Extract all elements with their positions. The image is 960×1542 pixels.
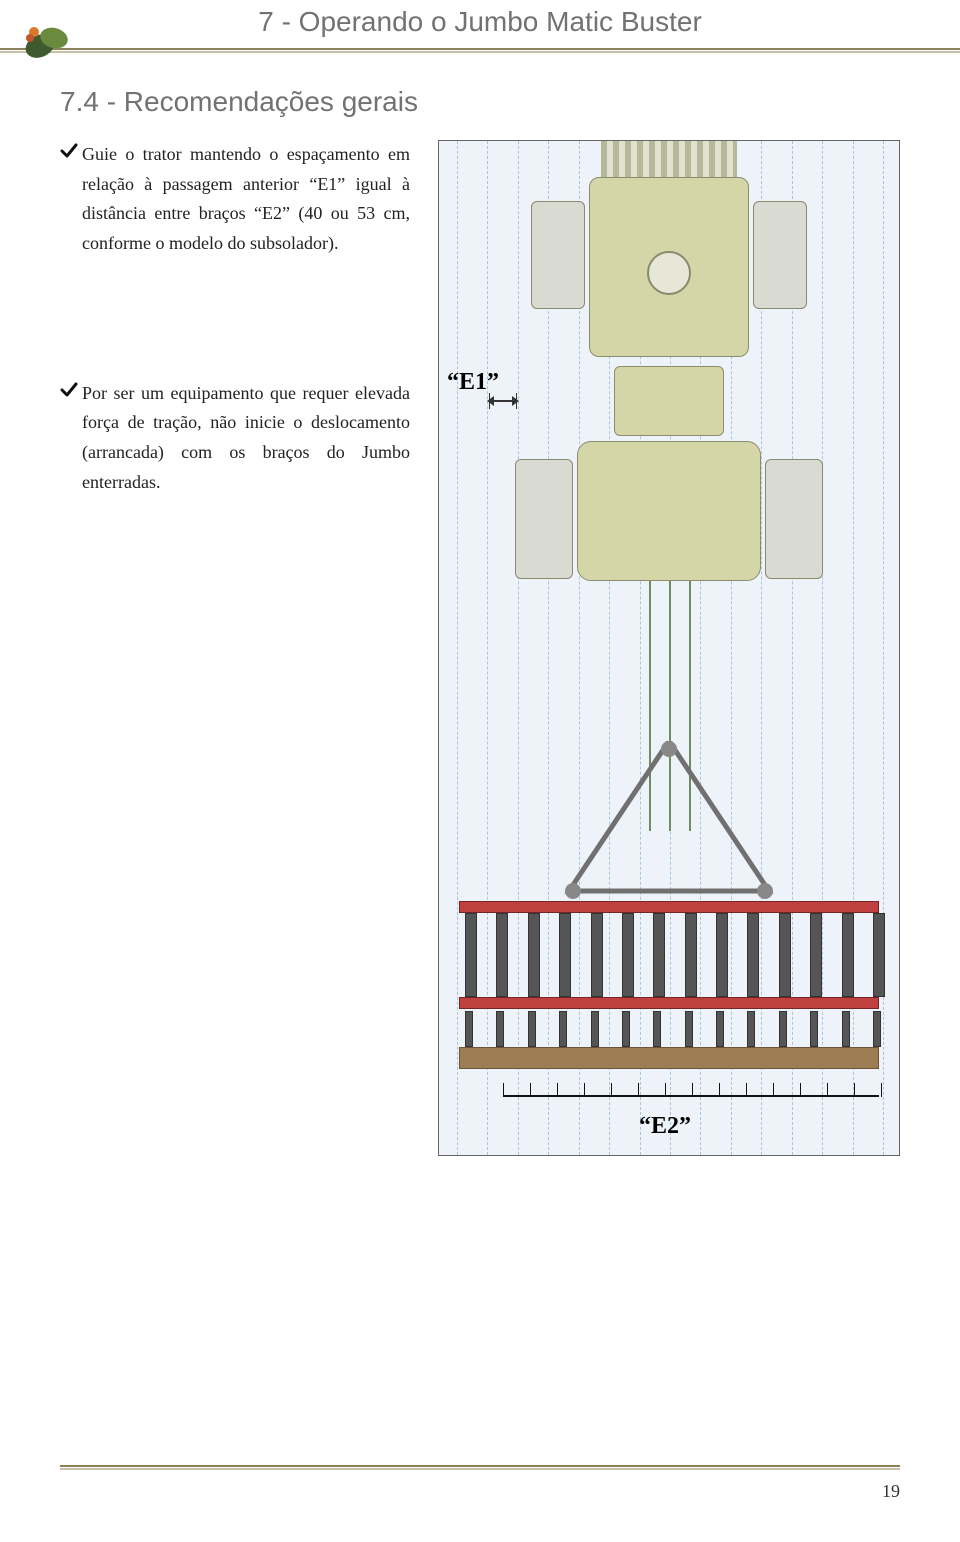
- wheel-front-right: [753, 201, 807, 309]
- bullet-item: Por ser um equipamento que requer elevad…: [60, 379, 410, 498]
- wheel-front-left: [531, 201, 585, 309]
- tractor-hood-hatch: [601, 141, 737, 177]
- page-footer: 19: [0, 1463, 960, 1502]
- hitch-triangle: [559, 741, 779, 901]
- e1-dimension: [489, 393, 517, 409]
- footer-rule: [60, 1463, 900, 1475]
- page-number: 19: [60, 1481, 900, 1502]
- check-icon: [60, 379, 82, 404]
- chapter-header: 7 - Operando o Jumbo Matic Buster: [0, 0, 960, 56]
- red-bar-top: [459, 901, 879, 913]
- brown-beam: [459, 1047, 879, 1069]
- tractor-rear: [577, 441, 761, 581]
- wheel-rear-left: [515, 459, 573, 579]
- bullet-text: Guie o trator mantendo o espaçamento em …: [82, 140, 410, 259]
- lower-shanks: [459, 1011, 879, 1047]
- tractor-diagram: “E1”: [438, 140, 900, 1156]
- red-bar-bottom: [459, 997, 879, 1009]
- e1-label: “E1”: [447, 369, 499, 396]
- bullet-text: Por ser um equipamento que requer elevad…: [82, 379, 410, 498]
- bullet-item: Guie o trator mantendo o espaçamento em …: [60, 140, 410, 259]
- e2-scale: [503, 1083, 879, 1109]
- tractor-mid: [614, 366, 724, 436]
- header-rule: [0, 44, 960, 58]
- chapter-title: 7 - Operando o Jumbo Matic Buster: [0, 6, 960, 44]
- wheel-rear-right: [765, 459, 823, 579]
- leaf-icon: [22, 18, 72, 64]
- check-icon: [60, 140, 82, 165]
- section-title: 7.4 - Recomendações gerais: [60, 86, 900, 118]
- e2-label: “E2”: [639, 1113, 691, 1140]
- implement-frame: [459, 901, 879, 1011]
- steering-hub: [647, 251, 691, 295]
